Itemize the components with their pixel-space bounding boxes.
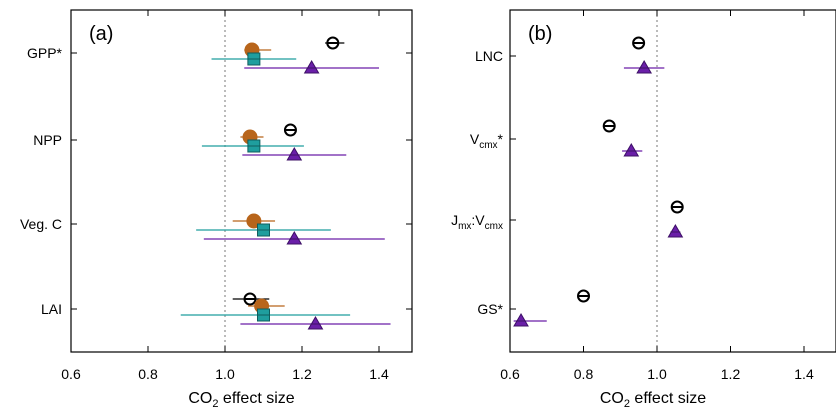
category-label: NPP: [33, 132, 62, 148]
data-point: [667, 224, 684, 238]
category-label: LNC: [475, 48, 503, 64]
data-point: [286, 147, 303, 161]
category-label: Vcmx*: [470, 131, 504, 151]
panel-label: (a): [89, 23, 113, 45]
plot-frame: [509, 9, 836, 353]
x-tick-label: 1.0: [647, 366, 667, 382]
x-tick-label: 1.0: [215, 366, 235, 382]
category-label: LAI: [41, 301, 62, 317]
x-axis-label: CO2 effect size: [600, 390, 706, 410]
x-tick-label: 1.2: [292, 366, 312, 382]
plot-frame: [70, 9, 413, 353]
panel-b: 0.6 0.8 1.0 1.2 1.4 LNC Vcmx* Jmx:Vcmx GS* (b) CO2…: [451, 9, 836, 410]
data-point: [513, 313, 529, 327]
data-point: [286, 231, 303, 245]
x-tick-label: 0.8: [574, 366, 594, 382]
x-tick-label: 0.6: [61, 366, 81, 382]
category-label: Veg. C: [20, 216, 62, 232]
data-point: [623, 143, 640, 157]
x-tick-label: 1.2: [721, 366, 741, 382]
x-tick-label: 1.4: [369, 366, 389, 382]
x-tick-label: 1.4: [794, 366, 814, 382]
category-label: GPP*: [27, 45, 63, 61]
category-label: GS*: [477, 301, 503, 317]
panel-a: 0.6 0.8 1.0 1.2 1.4 GPP* NPP Veg. C LAI (a) CO2 ef…: [20, 9, 413, 410]
panel-label: (b): [528, 23, 552, 45]
data-point: [636, 60, 653, 74]
data-layer: [513, 36, 684, 327]
data-point: [303, 60, 320, 74]
x-tick-label: 0.8: [138, 366, 158, 382]
data-point: [307, 316, 324, 330]
data-layer: [180, 36, 391, 330]
category-label: Jmx:Vcmx: [451, 212, 503, 232]
x-axis-label: CO2 effect size: [188, 390, 294, 410]
x-tick-label: 0.6: [500, 366, 520, 382]
